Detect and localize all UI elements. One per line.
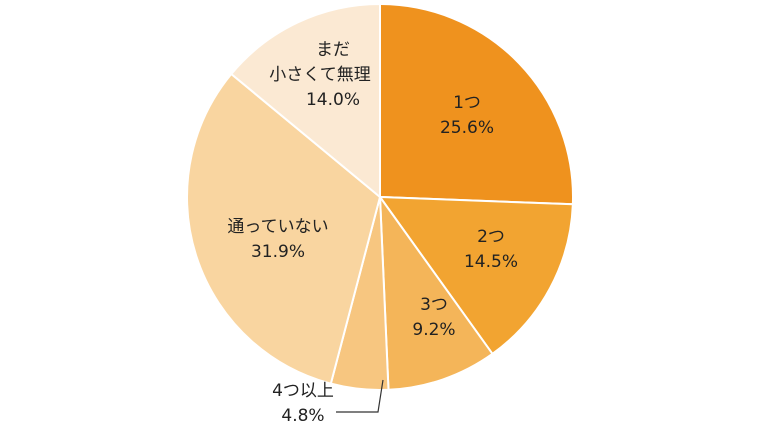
pie-slice-mada-chiisakute-muri	[229, 2, 381, 200]
slice-label-2tsu-value: 14.5%	[464, 252, 518, 272]
slice-label-3tsu-name: 3つ	[420, 295, 448, 315]
slice-label-3tsu-value: 9.2%	[412, 320, 455, 340]
leader-line-4tsu-ijou	[336, 379, 384, 413]
slice-label-mada-line1: まだ	[316, 40, 350, 60]
pie-slice-1tsu	[379, 2, 574, 206]
pie-slice-kayotte-inai	[186, 72, 382, 385]
pie-slices	[186, 2, 574, 391]
slice-label-mada-value: 14.0%	[306, 90, 360, 110]
slice-label-mada-line2: 小さくて無理	[269, 65, 371, 85]
slice-labels: 1つ 25.6% 2つ 14.5% 3つ 9.2% 4つ以上 4.8% 通ってい…	[227, 40, 518, 426]
slice-label-1tsu-value: 25.6%	[440, 118, 494, 138]
slice-label-4tsu-ijou-name: 4つ以上	[272, 381, 334, 401]
slice-label-1tsu-name: 1つ	[453, 93, 481, 113]
slice-label-2tsu-name: 2つ	[477, 227, 505, 247]
slice-label-4tsu-ijou-value: 4.8%	[281, 406, 324, 426]
pie-slice-2tsu	[377, 195, 574, 356]
slice-label-kayotte-inai-value: 31.9%	[251, 242, 305, 262]
pie-slice-3tsu	[378, 193, 494, 391]
slice-label-kayotte-inai-name: 通っていない	[227, 217, 328, 237]
